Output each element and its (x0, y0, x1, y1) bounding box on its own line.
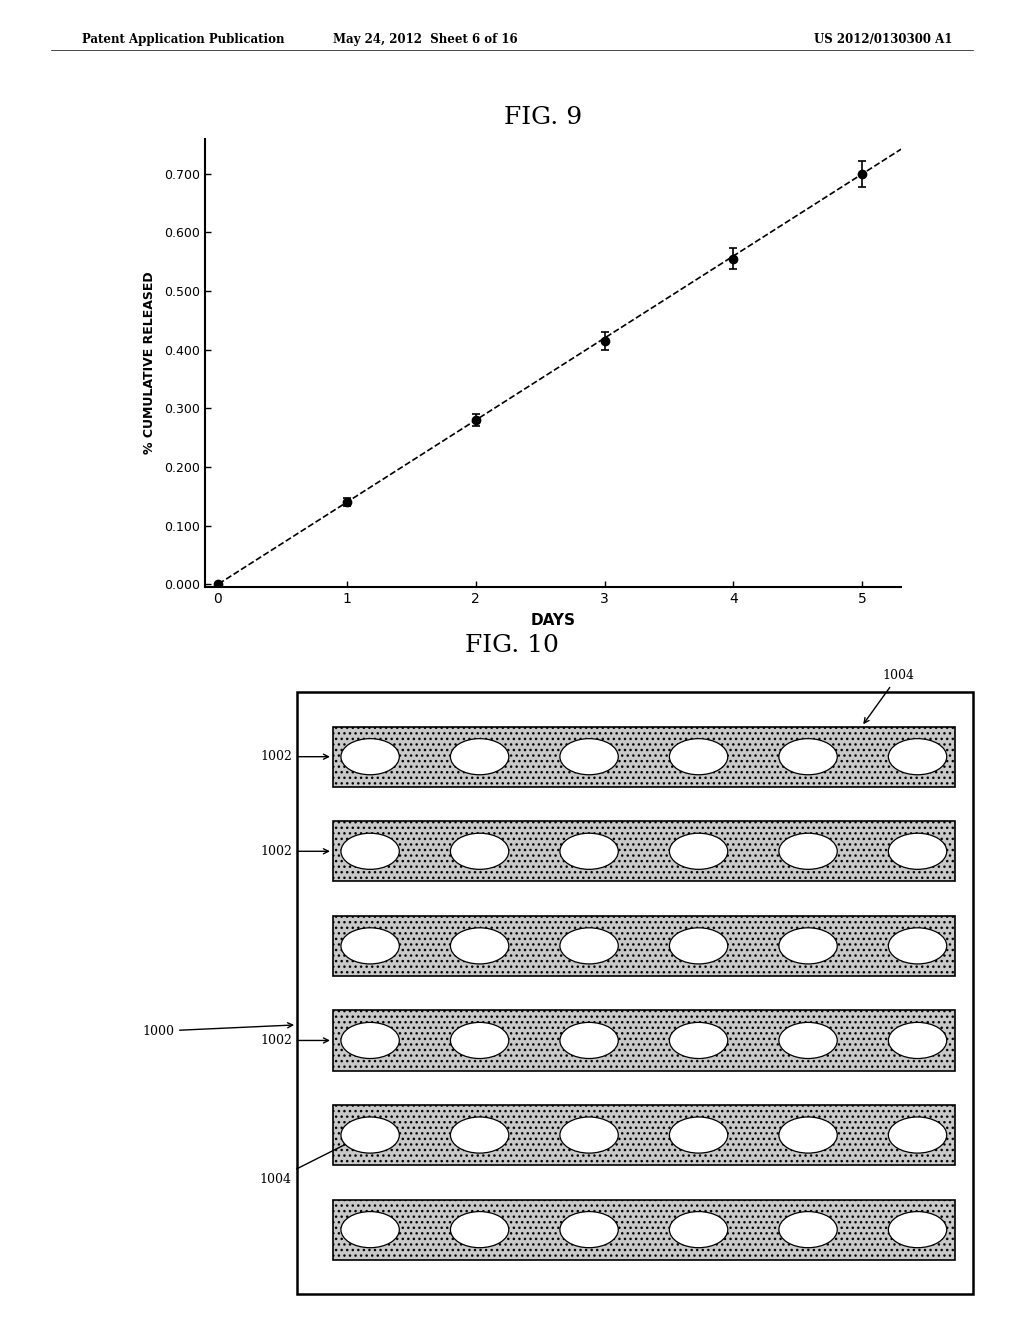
Text: May 24, 2012  Sheet 6 of 16: May 24, 2012 Sheet 6 of 16 (333, 33, 517, 46)
Circle shape (779, 1212, 838, 1247)
Circle shape (889, 1117, 947, 1154)
Text: Patent Application Publication: Patent Application Publication (82, 33, 285, 46)
Bar (333, 1010, 954, 1071)
Text: 1004: 1004 (864, 669, 914, 723)
Circle shape (889, 1023, 947, 1059)
Text: US 2012/0130300 A1: US 2012/0130300 A1 (814, 33, 952, 46)
Circle shape (889, 833, 947, 870)
Bar (333, 821, 954, 882)
Bar (333, 1105, 954, 1166)
Circle shape (670, 1212, 728, 1247)
Circle shape (451, 928, 509, 964)
Circle shape (341, 1023, 399, 1059)
Circle shape (560, 1117, 618, 1154)
Circle shape (889, 739, 947, 775)
Circle shape (341, 928, 399, 964)
Circle shape (670, 739, 728, 775)
Text: 1002: 1002 (260, 845, 329, 858)
Text: FIG. 10: FIG. 10 (465, 634, 559, 656)
Circle shape (670, 833, 728, 870)
Circle shape (451, 1023, 509, 1059)
Circle shape (779, 928, 838, 964)
Bar (333, 726, 954, 787)
Circle shape (779, 1117, 838, 1154)
Circle shape (670, 1023, 728, 1059)
Circle shape (560, 1212, 618, 1247)
Bar (333, 1200, 954, 1259)
Text: 1000: 1000 (142, 1023, 293, 1038)
Text: FIG. 9: FIG. 9 (504, 106, 582, 128)
Circle shape (451, 1212, 509, 1247)
Circle shape (560, 1023, 618, 1059)
Circle shape (341, 1117, 399, 1154)
Circle shape (560, 928, 618, 964)
Circle shape (341, 739, 399, 775)
Circle shape (889, 1212, 947, 1247)
Circle shape (779, 739, 838, 775)
Text: 1002: 1002 (260, 750, 329, 763)
Circle shape (560, 739, 618, 775)
Circle shape (560, 833, 618, 870)
Y-axis label: % CUMULATIVE RELEASED: % CUMULATIVE RELEASED (142, 272, 156, 454)
Circle shape (670, 928, 728, 964)
Bar (297, 692, 973, 1294)
Circle shape (451, 833, 509, 870)
Text: 1002: 1002 (260, 1034, 329, 1047)
Circle shape (341, 833, 399, 870)
Circle shape (451, 1117, 509, 1154)
Text: 1004: 1004 (260, 1137, 360, 1185)
Circle shape (341, 1212, 399, 1247)
X-axis label: DAYS: DAYS (530, 614, 575, 628)
Bar (333, 916, 954, 975)
Circle shape (451, 739, 509, 775)
Circle shape (779, 1023, 838, 1059)
Circle shape (889, 928, 947, 964)
Circle shape (779, 833, 838, 870)
Circle shape (670, 1117, 728, 1154)
